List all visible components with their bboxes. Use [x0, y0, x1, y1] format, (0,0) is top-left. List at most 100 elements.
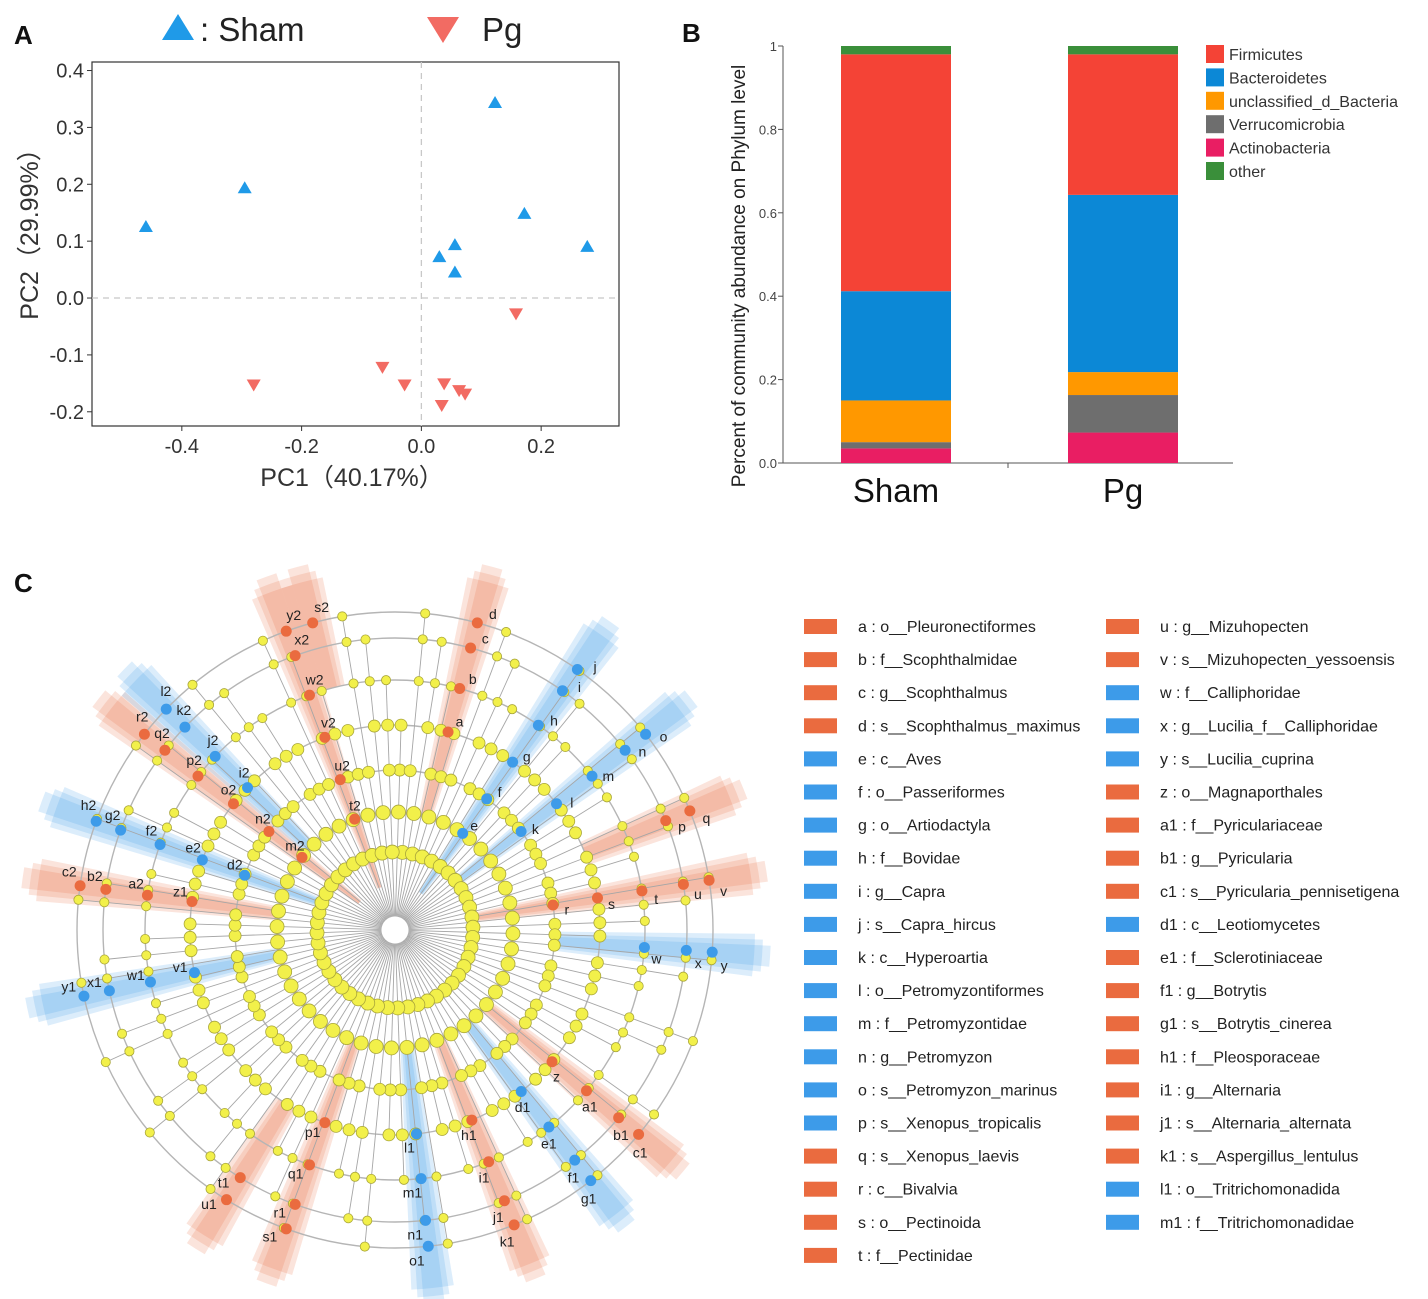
taxon-node	[331, 818, 347, 834]
taxon-node	[337, 611, 348, 622]
legend-key: a : o__Pleuronectiformes	[858, 619, 1036, 636]
panel-label-b: B	[682, 18, 701, 48]
taxon-node	[341, 724, 355, 737]
taxon-node	[518, 764, 531, 778]
clade-label-r: r	[564, 902, 569, 918]
marked-node-s	[591, 892, 603, 904]
clade-label-d2: d2	[227, 857, 243, 873]
taxon-node	[286, 800, 300, 814]
taxon-node	[272, 1145, 283, 1156]
taxon-node	[431, 1171, 442, 1182]
clade-label-m2: m2	[285, 837, 305, 853]
taxon-node	[649, 1109, 660, 1120]
legend-key: o : s__Petromyzon_marinus	[858, 1082, 1057, 1099]
clade-label-k2: k2	[176, 702, 191, 718]
legend-key: g : o__Artiodactyla	[858, 818, 991, 835]
marked-node-w1	[144, 976, 156, 988]
taxon-node	[207, 827, 221, 841]
taxon-node	[248, 1073, 262, 1087]
taxon-node	[580, 850, 594, 864]
taxon-node	[301, 1003, 317, 1019]
legend-key: c1 : s__Pyricularia_pennisetigena	[1160, 884, 1399, 901]
taxon-node	[270, 1191, 281, 1202]
tree-branch	[407, 933, 592, 990]
clade-label-y1: y1	[61, 978, 76, 994]
taxon-node	[537, 783, 551, 796]
clade-shade	[432, 1036, 550, 1272]
taxon-node	[687, 1036, 698, 1047]
taxon-node	[230, 950, 244, 963]
legend-swatch	[804, 916, 837, 932]
marked-node-a1	[581, 1085, 593, 1097]
legend-swatch	[1206, 138, 1224, 157]
clade-label-p1: p1	[305, 1124, 321, 1140]
clade-shade	[284, 570, 341, 692]
legend-label: Bacteroidetes	[1229, 70, 1327, 87]
taxon-node	[575, 1007, 589, 1021]
taxon-node	[373, 1082, 387, 1096]
legend-label: other	[1229, 164, 1266, 181]
bar-segment-other	[1068, 46, 1178, 55]
clade-label-j2: j2	[207, 732, 219, 748]
clade-shade	[252, 1038, 362, 1275]
taxon-node	[205, 1184, 216, 1195]
taxon-node	[414, 1037, 430, 1053]
tree-branch	[401, 941, 493, 1111]
legend-label: Verrucomicrobia	[1229, 117, 1345, 134]
legend-key: i1 : g__Alternaria	[1160, 1082, 1281, 1099]
taxon-node	[183, 917, 197, 931]
legend-swatch	[1106, 1148, 1139, 1164]
legend-key: r : c__Bivalvia	[858, 1182, 958, 1199]
marked-node-i1	[483, 1156, 495, 1168]
clade-label-i2: i2	[239, 765, 250, 781]
marked-node-e2	[196, 854, 208, 866]
clade-label-h2: h2	[81, 797, 97, 813]
y-axis-title: PC2（29.99%）	[16, 136, 44, 319]
taxon-node	[492, 696, 503, 707]
taxon-node	[536, 1127, 547, 1138]
marked-node-i	[556, 685, 568, 697]
taxon-node	[143, 966, 154, 977]
marked-node-u2	[334, 774, 346, 786]
legend-key: n : g__Petromyzon	[858, 1049, 992, 1066]
legend-swatch	[1106, 817, 1139, 833]
clade-shade	[471, 860, 768, 920]
taxon-node	[141, 950, 152, 961]
taxon-node	[610, 1042, 621, 1053]
taxon-node	[627, 1094, 638, 1105]
marked-node-x	[680, 944, 692, 956]
clade-label-a: a	[456, 714, 464, 730]
clade-shade	[256, 573, 381, 889]
taxon-node	[633, 981, 644, 992]
x-tick-label: 0.2	[527, 436, 555, 458]
taxon-node	[348, 678, 359, 689]
legend-swatch	[804, 817, 837, 833]
clade-shade	[453, 691, 692, 886]
clade-label-e1: e1	[541, 1135, 557, 1151]
taxon-node	[538, 1063, 552, 1077]
y-tick-label: -0.2	[50, 402, 84, 424]
legend-key: v : s__Mizuhopecten_yessoensis	[1160, 652, 1395, 669]
marked-node-s1	[280, 1223, 292, 1235]
taxon-node	[505, 926, 521, 941]
clade-label-o2: o2	[221, 781, 237, 797]
taxon-node	[99, 954, 110, 965]
clade-label-f: f	[498, 784, 502, 800]
taxon-node	[490, 1046, 504, 1060]
category-label-sham: Sham	[853, 472, 939, 509]
taxon-node	[287, 1153, 298, 1164]
marked-node-b1	[613, 1112, 625, 1124]
tree-branch	[406, 936, 570, 1039]
marked-node-z	[546, 1056, 558, 1068]
clade-label-p: p	[678, 819, 686, 835]
marked-node-g	[507, 756, 519, 768]
taxon-ring	[76, 611, 714, 1249]
legend-swatch	[804, 983, 837, 999]
clade-label-l1: l1	[404, 1140, 415, 1156]
legend-key: t : f__Pectinidae	[858, 1248, 973, 1265]
taxon-node	[618, 1027, 629, 1038]
taxon-node	[655, 803, 666, 814]
pg-point	[508, 308, 523, 321]
taxon-node	[192, 864, 206, 878]
legend-key: b : f__Scophthalmidae	[858, 652, 1017, 669]
